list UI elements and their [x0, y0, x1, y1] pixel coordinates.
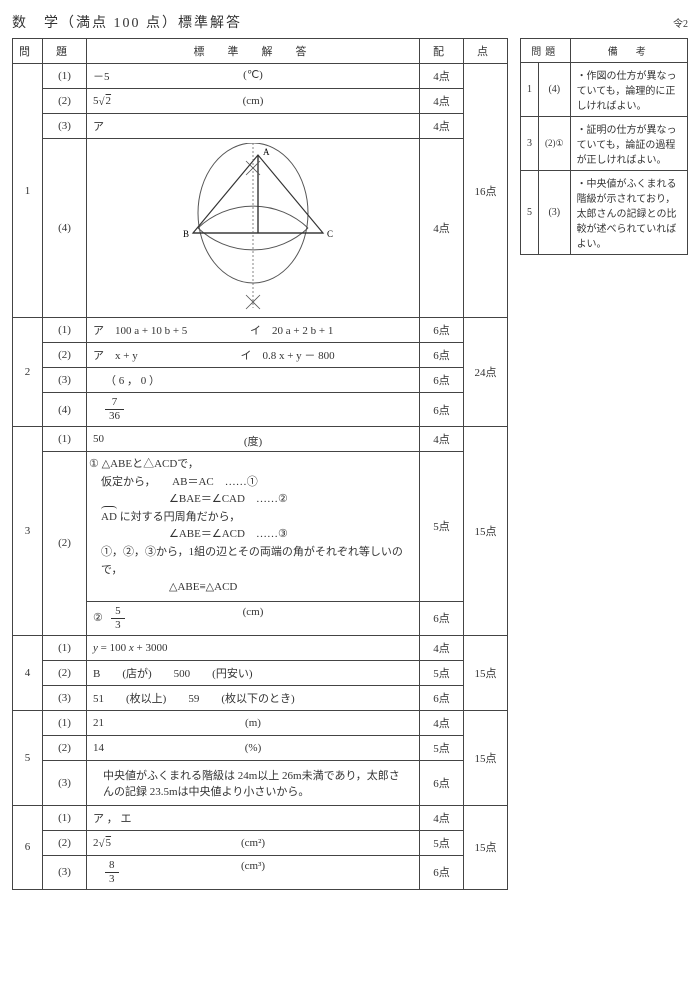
q5-num: 5 — [13, 710, 43, 805]
q1-2-pts: 4点 — [420, 89, 464, 114]
label-c: C — [327, 229, 333, 239]
q4-num: 4 — [13, 635, 43, 710]
q5-3-sub: (3) — [43, 760, 87, 805]
q2-3-pts: 6点 — [420, 368, 464, 393]
q4-3-ans: 51 (枚以上) 59 (枚以下のとき) — [87, 685, 420, 710]
n3-t: ・中央値がふくまれる階級が示されており，太郎さんの記録との比較が述べられていれば… — [570, 171, 687, 255]
q6-2-ans: 2√5 (cm²) — [87, 830, 420, 855]
q1-3-ans: ア — [87, 114, 420, 139]
q5-3-ans: 中央値がふくまれる階級は 24m以上 26m未満であり，太郎さんの記録 23.5… — [87, 760, 420, 805]
q6-3-sub: (3) — [43, 855, 87, 889]
q1-1-pts: 4点 — [420, 64, 464, 89]
q4-1-pts: 4点 — [420, 635, 464, 660]
q2-1-ans: ア 100 a + 10 b + 5 イ 20 a + 2 b + 1 — [87, 318, 420, 343]
n2-q: 3 — [521, 117, 539, 171]
q5-2-sub: (2) — [43, 735, 87, 760]
q2-2-ans: ア x + y イ 0.8 x + y － 800 — [87, 343, 420, 368]
q4-2-ans: B (店が) 500 (円安い) — [87, 660, 420, 685]
q2-2-pts: 6点 — [420, 343, 464, 368]
hdr-ans: 標 準 解 答 — [87, 39, 420, 64]
q1-4-diagram: A B C — [87, 139, 420, 318]
q1-3-sub: (3) — [43, 114, 87, 139]
q3-3-ans: ② 53 (cm) — [87, 601, 420, 635]
q3-num: 3 — [13, 427, 43, 636]
n1-t: ・作図の仕方が異なっていても，論理的に正しければよい。 — [570, 63, 687, 117]
q1-2-ans: 5√2 (cm) — [87, 89, 420, 114]
q4-1-ans: y = 100 x + 3000 — [87, 635, 420, 660]
q3-3-pts: 6点 — [420, 601, 464, 635]
q1-3-pts: 4点 — [420, 114, 464, 139]
label-a: A — [263, 147, 270, 157]
q1-total: 16点 — [464, 64, 508, 318]
q3-1-sub: (1) — [43, 427, 87, 452]
reiwa-label: 令2 — [673, 15, 688, 30]
q4-2-sub: (2) — [43, 660, 87, 685]
page-title: 数 学（満点 100 点）標準解答 — [12, 12, 242, 32]
q3-2-pts: 5点 — [420, 452, 464, 602]
q6-2-pts: 5点 — [420, 830, 464, 855]
q2-total: 24点 — [464, 318, 508, 427]
q3-1-ans: 50 (度) — [87, 427, 420, 452]
notes-hdr-mon: 問題 — [521, 39, 571, 63]
q4-2-pts: 5点 — [420, 660, 464, 685]
q6-1-ans: ア ， エ — [87, 805, 420, 830]
q4-3-pts: 6点 — [420, 685, 464, 710]
n3-s: (3) — [539, 171, 571, 255]
q6-1-pts: 4点 — [420, 805, 464, 830]
q4-3-sub: (3) — [43, 685, 87, 710]
answer-table: 問 題 標 準 解 答 配 点 1 (1) －5 (℃) 4点 16点 (2) … — [12, 38, 508, 890]
q1-4-sub: (4) — [43, 139, 87, 318]
q3-2-proof: ① △ABEと△ACDで， 仮定から， AB＝AC ……① ∠BAE＝∠CAD … — [87, 452, 420, 602]
q6-3-pts: 6点 — [420, 855, 464, 889]
q2-2-sub: (2) — [43, 343, 87, 368]
q1-2-sub: (2) — [43, 89, 87, 114]
q2-4-sub: (4) — [43, 393, 87, 427]
n2-s: (2)① — [539, 117, 571, 171]
n1-q: 1 — [521, 63, 539, 117]
q3-1-pts: 4点 — [420, 427, 464, 452]
q6-3-ans: 83 (cm³) — [87, 855, 420, 889]
notes-table: 問題 備 考 1 (4) ・作図の仕方が異なっていても，論理的に正しければよい。… — [520, 38, 688, 255]
q2-4-pts: 6点 — [420, 393, 464, 427]
hdr-mon: 問 — [13, 39, 43, 64]
n2-t: ・証明の仕方が異なっていても，論証の過程が正しければよい。 — [570, 117, 687, 171]
q2-4-ans: 736 — [87, 393, 420, 427]
q1-4-pts: 4点 — [420, 139, 464, 318]
q2-num: 2 — [13, 318, 43, 427]
q1-1-ans: －5 (℃) — [87, 64, 420, 89]
q4-1-sub: (1) — [43, 635, 87, 660]
q6-total: 15点 — [464, 805, 508, 889]
q6-num: 6 — [13, 805, 43, 889]
q6-2-sub: (2) — [43, 830, 87, 855]
q5-total: 15点 — [464, 710, 508, 805]
q1-1-sub: (1) — [43, 64, 87, 89]
q5-1-ans: 21 (m) — [87, 710, 420, 735]
q5-2-ans: 14 (%) — [87, 735, 420, 760]
q5-1-sub: (1) — [43, 710, 87, 735]
q5-1-pts: 4点 — [420, 710, 464, 735]
hdr-dai: 題 — [43, 39, 87, 64]
q1-num: 1 — [13, 64, 43, 318]
q2-3-sub: (3) — [43, 368, 87, 393]
q2-1-sub: (1) — [43, 318, 87, 343]
q3-2-sub: (2) — [43, 452, 87, 636]
n3-q: 5 — [521, 171, 539, 255]
label-b: B — [183, 229, 189, 239]
q5-2-pts: 5点 — [420, 735, 464, 760]
notes-hdr-biko: 備 考 — [570, 39, 687, 63]
hdr-pts2: 点 — [464, 39, 508, 64]
q5-3-pts: 6点 — [420, 760, 464, 805]
hdr-pts1: 配 — [420, 39, 464, 64]
n1-s: (4) — [539, 63, 571, 117]
q6-1-sub: (1) — [43, 805, 87, 830]
q2-1-pts: 6点 — [420, 318, 464, 343]
q4-total: 15点 — [464, 635, 508, 710]
q3-total: 15点 — [464, 427, 508, 636]
q2-3-ans: （ 6 ， 0 ） — [87, 368, 420, 393]
